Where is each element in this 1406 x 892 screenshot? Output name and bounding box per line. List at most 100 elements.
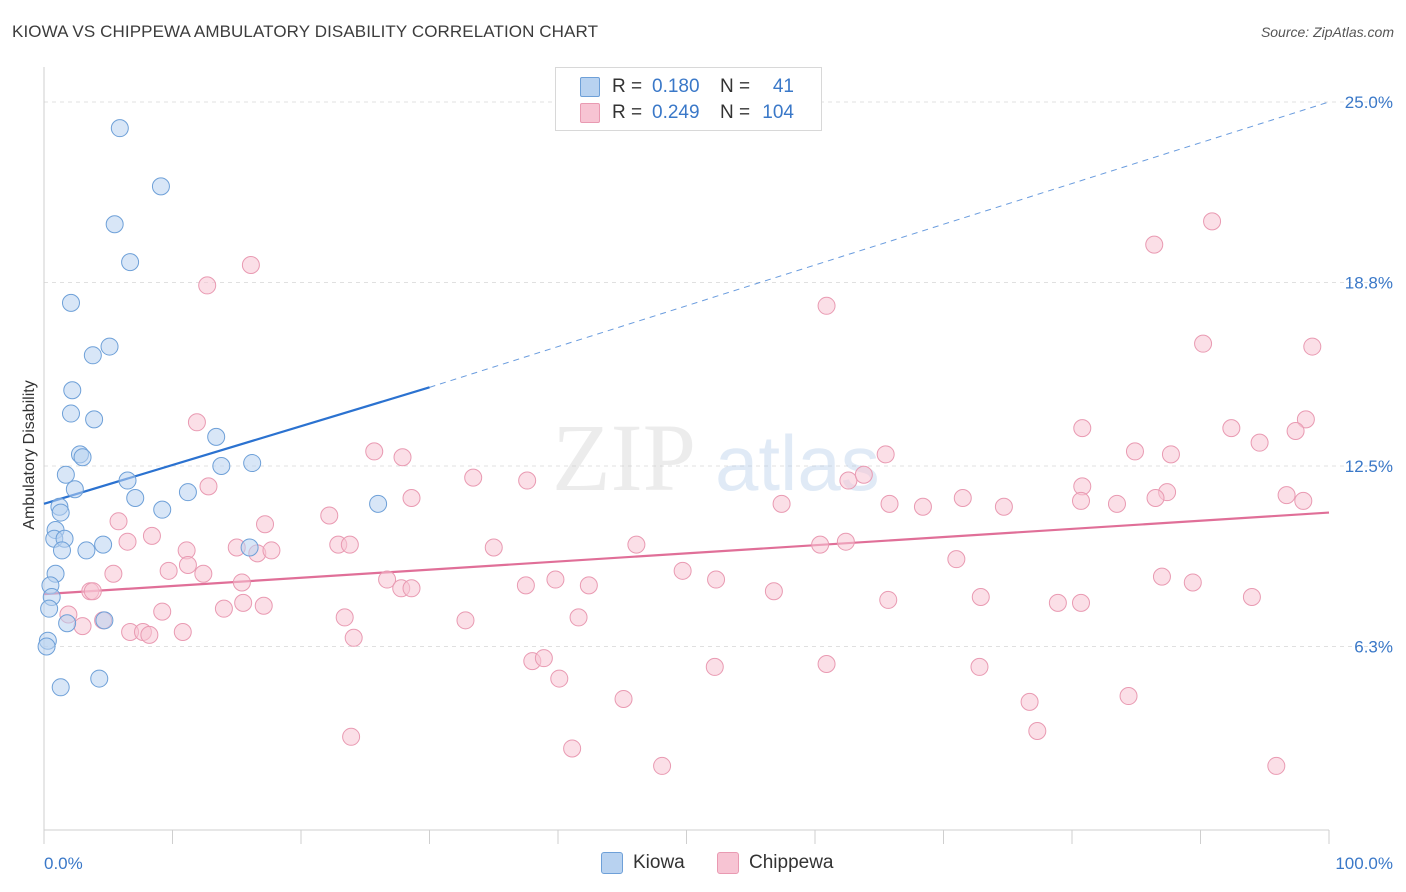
chippewa-point bbox=[464, 468, 483, 487]
chart-title: KIOWA VS CHIPPEWA AMBULATORY DISABILITY … bbox=[12, 22, 599, 41]
chippewa-point bbox=[817, 296, 836, 315]
kiowa-point bbox=[240, 538, 259, 557]
kiowa-point bbox=[95, 611, 114, 630]
chippewa-point bbox=[534, 649, 553, 668]
chippewa-point bbox=[1194, 334, 1213, 353]
chippewa-point bbox=[839, 471, 858, 490]
chippewa-point bbox=[342, 727, 361, 746]
y-tick-label: 18.8% bbox=[1345, 274, 1393, 293]
chippewa-point bbox=[707, 570, 726, 589]
watermark-zip: ZIP bbox=[552, 404, 696, 511]
chippewa-point bbox=[705, 657, 724, 676]
chippewa-point bbox=[214, 599, 233, 618]
chippewa-point bbox=[579, 576, 598, 595]
chippewa-point bbox=[1145, 235, 1164, 254]
chippewa-point bbox=[378, 570, 397, 589]
kiowa-n-value: 41 bbox=[772, 76, 794, 97]
chippewa-point bbox=[335, 608, 354, 627]
kiowa-r-label: R = bbox=[612, 76, 643, 97]
chippewa-point bbox=[262, 541, 281, 560]
y-tick-label: 6.3% bbox=[1354, 638, 1393, 657]
chippewa-point bbox=[550, 669, 569, 688]
kiowa-point bbox=[105, 215, 124, 234]
chippewa-point bbox=[653, 756, 672, 775]
chippewa-point bbox=[1107, 494, 1126, 513]
chippewa-point bbox=[365, 442, 384, 461]
bottom-legend-chippewa: Chippewa bbox=[717, 852, 834, 874]
kiowa-point bbox=[369, 494, 388, 513]
chippewa-point bbox=[1028, 721, 1047, 740]
chippewa-point bbox=[234, 593, 253, 612]
chippewa-point bbox=[484, 538, 503, 557]
stats-legend: R = 0.180 N = 41 R = 0.249 N = 104 bbox=[555, 67, 822, 131]
chippewa-point bbox=[1071, 593, 1090, 612]
watermark-atlas: atlas bbox=[715, 419, 880, 507]
chippewa-point bbox=[1048, 593, 1067, 612]
chippewa-point bbox=[1020, 692, 1039, 711]
kiowa-point bbox=[153, 500, 172, 519]
axes bbox=[43, 67, 1330, 844]
kiowa-point bbox=[118, 471, 137, 490]
bottom-legend-kiowa: Kiowa bbox=[601, 852, 685, 874]
chippewa-point bbox=[516, 576, 535, 595]
chippewa-point bbox=[1073, 419, 1092, 438]
chippewa-point bbox=[73, 617, 92, 636]
chippewa-point bbox=[340, 535, 359, 554]
chippewa-point bbox=[402, 489, 421, 508]
kiowa-point bbox=[110, 119, 129, 138]
chippewa-point bbox=[232, 573, 251, 592]
chippewa-point bbox=[393, 448, 412, 467]
kiowa-point bbox=[83, 346, 102, 365]
y-tick-label: 12.5% bbox=[1345, 457, 1393, 476]
chippewa-point bbox=[1242, 588, 1261, 607]
chippewa-point bbox=[254, 596, 273, 615]
chippewa-legend-label: Chippewa bbox=[749, 852, 834, 873]
chippewa-trend-line bbox=[43, 511, 1330, 596]
y-tick-labels: 6.3% 12.5% 18.8% 25.0% bbox=[1345, 93, 1393, 657]
chippewa-point bbox=[947, 550, 966, 569]
kiowa-n-label: N = bbox=[720, 76, 751, 97]
chippewa-point bbox=[320, 506, 339, 525]
kiowa-point bbox=[178, 483, 197, 502]
chippewa-point bbox=[178, 555, 197, 574]
kiowa-legend-swatch bbox=[601, 852, 623, 874]
chippewa-point bbox=[1146, 489, 1165, 508]
chippewa-legend-swatch bbox=[717, 852, 739, 874]
kiowa-point bbox=[61, 404, 80, 423]
chippewa-point bbox=[811, 535, 830, 554]
kiowa-point bbox=[56, 465, 75, 484]
chippewa-r-value: 0.249 bbox=[652, 102, 700, 123]
kiowa-point bbox=[51, 678, 70, 697]
chippewa-point bbox=[1161, 445, 1180, 464]
kiowa-point bbox=[85, 410, 104, 429]
chippewa-point bbox=[913, 497, 932, 516]
chippewa-point bbox=[104, 564, 123, 583]
chippewa-point bbox=[970, 657, 989, 676]
chippewa-point bbox=[854, 465, 873, 484]
x-tick-label-min: 0.0% bbox=[44, 854, 83, 873]
chippewa-point bbox=[140, 625, 159, 644]
kiowa-point bbox=[52, 541, 71, 560]
chippewa-point bbox=[817, 655, 836, 674]
chippewa-point bbox=[1267, 756, 1286, 775]
chippewa-n-value: 104 bbox=[762, 102, 794, 123]
chippewa-point bbox=[1222, 419, 1241, 438]
chippewa-point bbox=[1071, 491, 1090, 510]
chippewa-point bbox=[614, 689, 633, 708]
chippewa-point bbox=[83, 582, 102, 601]
chippewa-point bbox=[971, 588, 990, 607]
kiowa-point bbox=[63, 381, 82, 400]
kiowa-point bbox=[61, 293, 80, 312]
chippewa-point bbox=[546, 570, 565, 589]
x-tick-label-max: 100.0% bbox=[1335, 854, 1393, 873]
kiowa-legend-label: Kiowa bbox=[633, 852, 685, 873]
data-points bbox=[37, 119, 1322, 775]
chippewa-point bbox=[1250, 433, 1269, 452]
kiowa-point bbox=[212, 456, 231, 475]
kiowa-point bbox=[51, 503, 70, 522]
chippewa-point bbox=[953, 489, 972, 508]
chippewa-point bbox=[563, 739, 582, 758]
chippewa-point bbox=[1183, 573, 1202, 592]
chippewa-n-label: N = bbox=[720, 102, 751, 123]
